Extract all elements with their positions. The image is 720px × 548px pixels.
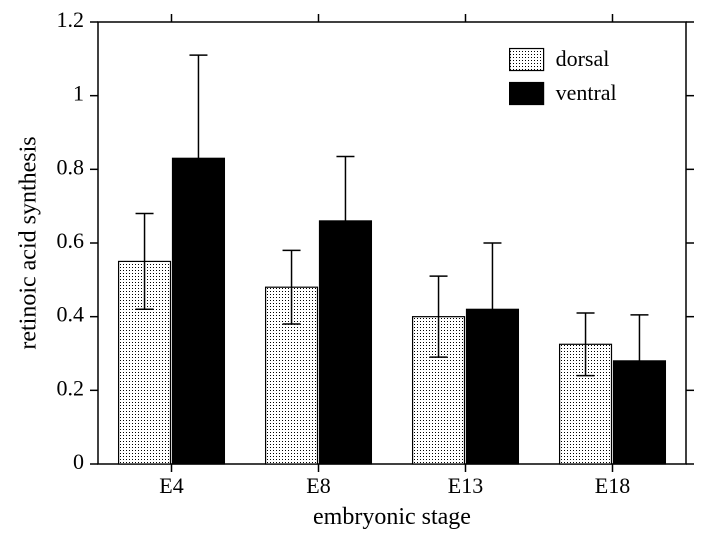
legend-swatch-ventral xyxy=(510,83,544,105)
y-tick-label: 0.2 xyxy=(57,375,85,400)
y-tick-label: 0 xyxy=(73,449,84,474)
bar-ventral xyxy=(320,221,372,464)
y-tick-label: 0.4 xyxy=(57,302,85,327)
x-axis-title: embryonic stage xyxy=(313,504,471,530)
x-tick-label: E8 xyxy=(306,473,330,498)
y-axis-title: retinoic acid synthesis xyxy=(16,136,42,349)
bar-chart: 0 0.2 0.4 0.6 0.8 1 1.2 retinoic acid synthesis… xyxy=(0,0,720,548)
bar-ventral xyxy=(467,309,519,464)
chart-container: 0 0.2 0.4 0.6 0.8 1 1.2 retinoic acid synthesis… xyxy=(0,0,720,548)
x-tick-label: E13 xyxy=(448,473,483,498)
y-tick-label: 1.2 xyxy=(57,7,85,32)
y-tick-label: 0.8 xyxy=(57,154,85,179)
y-tick-label: 0.6 xyxy=(57,228,85,253)
x-tick-label: E4 xyxy=(159,473,183,498)
bar-ventral xyxy=(173,158,225,464)
y-tick-label: 1 xyxy=(73,81,84,106)
x-tick-label: E18 xyxy=(595,473,630,498)
legend-label-dorsal: dorsal xyxy=(556,46,610,71)
bar-ventral xyxy=(614,361,666,464)
legend-swatch-dorsal xyxy=(510,49,544,71)
legend-label-ventral: ventral xyxy=(556,80,617,105)
